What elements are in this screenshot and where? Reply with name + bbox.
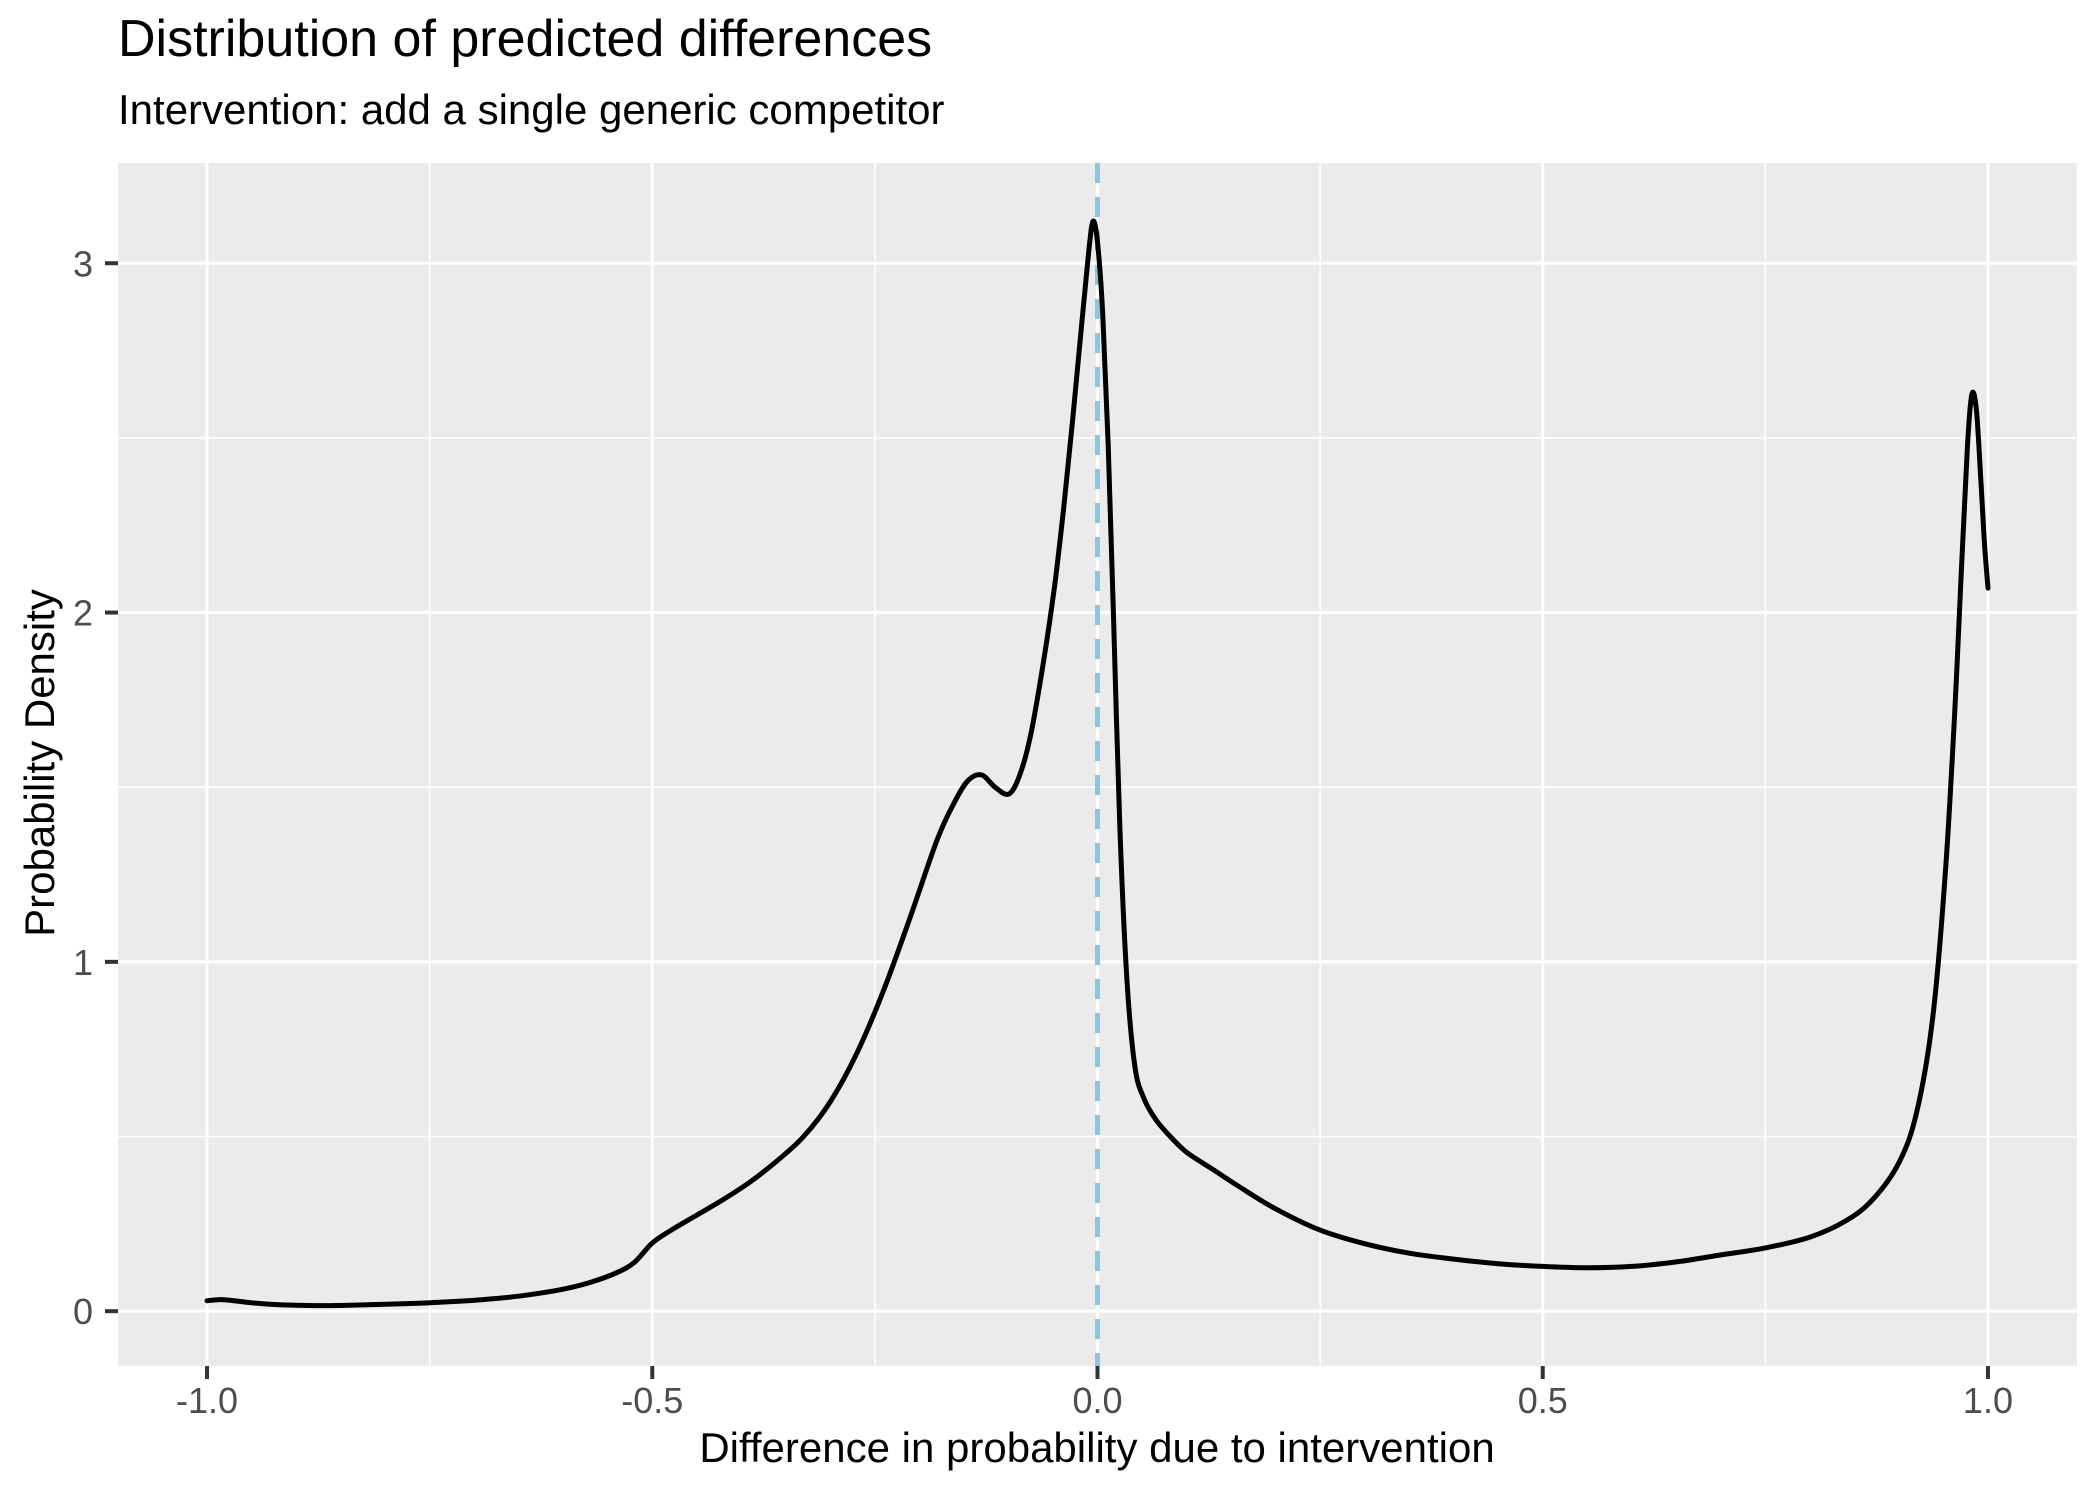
plot-title: Distribution of predicted differences bbox=[118, 10, 933, 68]
x-tick-label: -0.5 bbox=[621, 1380, 683, 1421]
x-tick-label: 0.5 bbox=[1518, 1380, 1568, 1421]
y-tick-label: 0 bbox=[73, 1291, 93, 1332]
y-axis-title: Probability Density bbox=[16, 589, 63, 937]
y-tick-label: 2 bbox=[73, 593, 93, 634]
x-tick-label: 1.0 bbox=[1963, 1380, 2013, 1421]
plot-subtitle: Intervention: add a single generic compe… bbox=[118, 86, 945, 133]
x-axis-title: Difference in probability due to interve… bbox=[699, 1424, 1495, 1471]
x-tick-label: 0.0 bbox=[1072, 1380, 1122, 1421]
density-curve bbox=[204, 218, 1991, 1309]
x-tick-label: -1.0 bbox=[176, 1380, 238, 1421]
y-tick-label: 3 bbox=[73, 243, 93, 284]
y-tick-label: 1 bbox=[73, 942, 93, 983]
